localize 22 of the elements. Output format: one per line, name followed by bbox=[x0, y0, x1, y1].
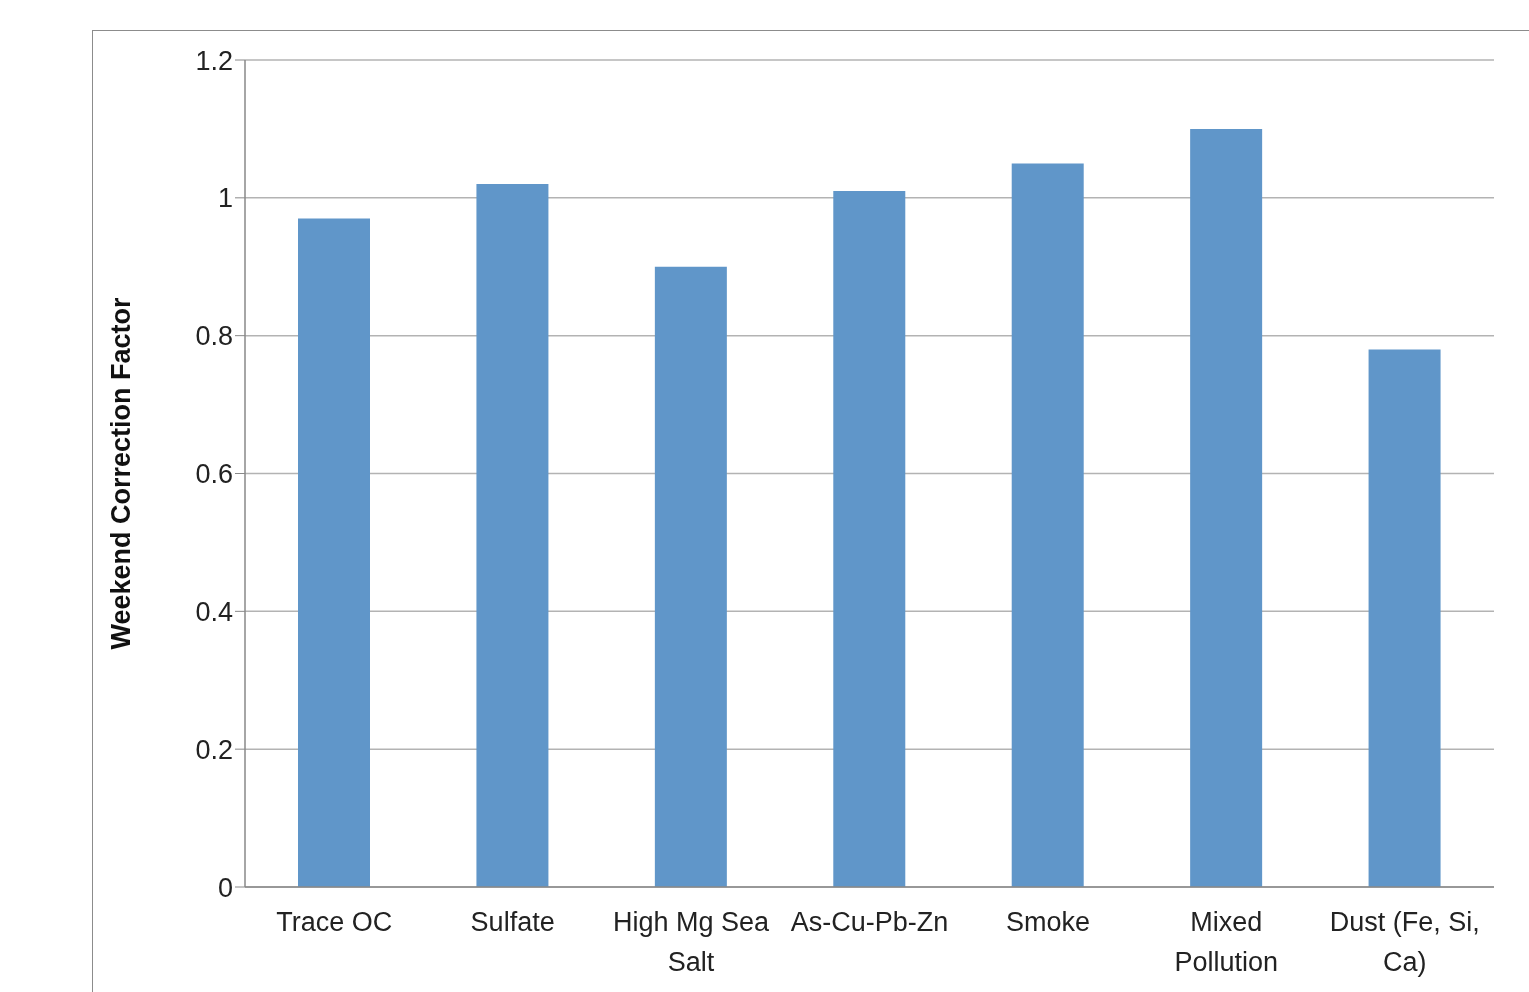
x-tick-label: Smoke bbox=[1005, 907, 1090, 937]
x-tick-label: Sulfate bbox=[470, 907, 555, 937]
y-tick-label: 0.8 bbox=[195, 321, 233, 352]
bar bbox=[298, 218, 370, 887]
bar bbox=[654, 266, 727, 887]
x-tick-label: As-Cu-Pb-Zn bbox=[790, 907, 949, 937]
y-tick-label: 0.4 bbox=[195, 596, 233, 627]
x-tick-label: Dust (Fe, Si, Ca) bbox=[1329, 907, 1480, 977]
y-tick-label: 1.2 bbox=[195, 45, 233, 76]
y-tick-label: 0.2 bbox=[195, 734, 233, 765]
y-tick-label: 1 bbox=[217, 183, 233, 214]
x-tick-label: High Mg Sea Salt bbox=[613, 907, 771, 977]
y-tick-label: 0.6 bbox=[195, 459, 233, 490]
x-tick-label: Trace OC bbox=[276, 907, 393, 937]
bar bbox=[1190, 128, 1263, 887]
bar bbox=[1368, 349, 1441, 887]
y-axis-title: Weekend Correction Factor bbox=[105, 296, 136, 650]
bar bbox=[1011, 163, 1084, 887]
x-tick-label: Mixed Pollution bbox=[1174, 907, 1279, 977]
y-tick-label: 0 bbox=[217, 872, 233, 903]
bar bbox=[476, 184, 549, 887]
bar bbox=[833, 190, 906, 887]
